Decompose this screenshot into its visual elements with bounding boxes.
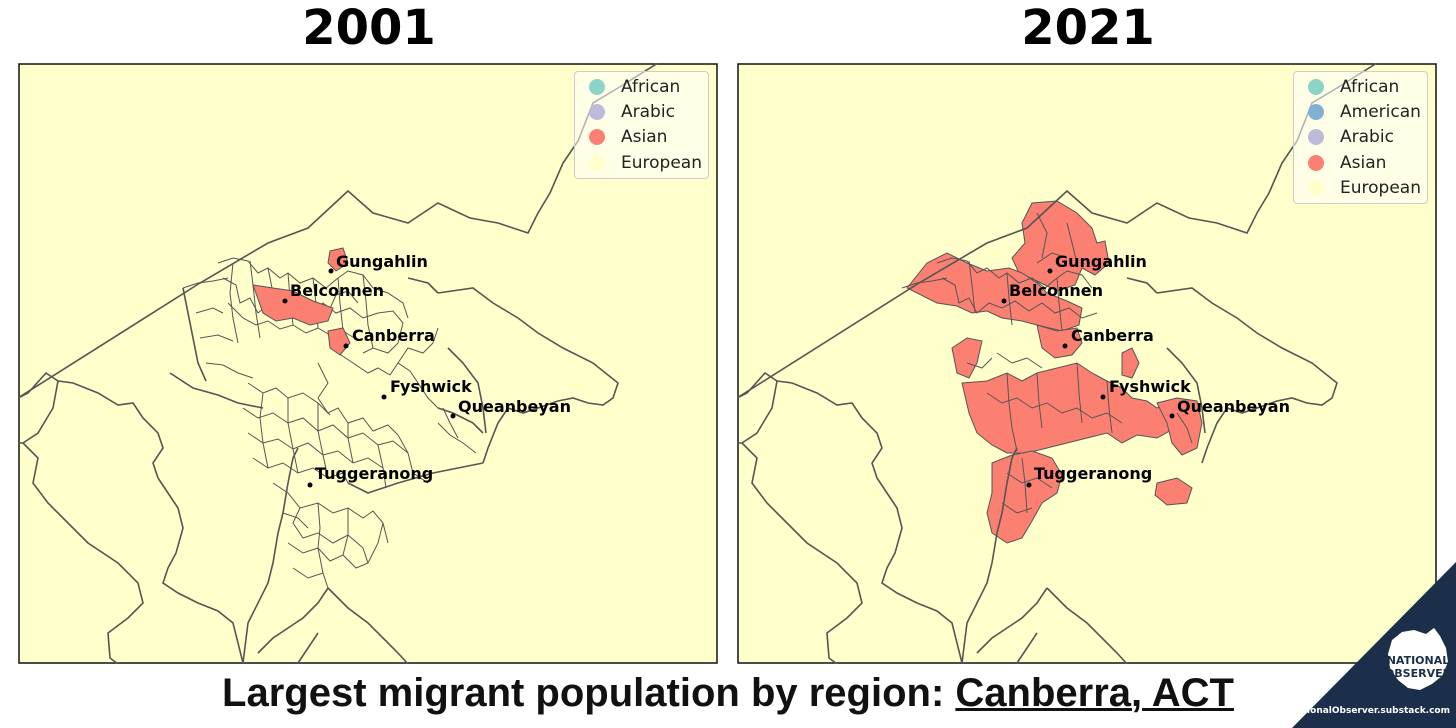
legend-swatch-arabic (589, 104, 606, 121)
asian-region-gungahlin (1011, 200, 1110, 292)
city-label-gungahlin: Gungahlin (336, 252, 428, 271)
legend-label: Asian (621, 127, 668, 148)
legend-item: Asian (581, 125, 702, 150)
city-label-queanbeyan: Queanbeyan (458, 397, 571, 416)
legend-label: Arabic (621, 102, 675, 123)
legend-label: Arabic (1340, 127, 1394, 148)
city-dot-queanbeyan (1169, 413, 1175, 419)
legend-item: European (1300, 176, 1421, 201)
city-label-gungahlin: Gungahlin (1055, 252, 1147, 271)
city-markers: Gungahlin Belconnen Canberra Fyshwick Qu… (1001, 252, 1290, 488)
city-markers: Gungahlin Belconnen Canberra Fyshwick Qu… (282, 252, 571, 488)
city-dot-fyshwick (381, 394, 387, 400)
legend-label: American (1340, 102, 1421, 123)
city-label-fyshwick: Fyshwick (390, 377, 472, 396)
suburb-boundaries (901, 212, 1193, 514)
map-panel-2001: Gungahlin Belconnen Canberra Fyshwick Qu… (18, 63, 718, 664)
asian-region-tuggeranong (986, 450, 1063, 544)
legend-swatch-arabic (1308, 129, 1325, 146)
legend-label: African (1340, 76, 1400, 97)
brand-url[interactable]: NationalObserver.substack.com (1289, 706, 1450, 716)
map-title-2001: 2001 (302, 0, 436, 56)
legend-swatch-african (589, 78, 606, 95)
legend-label: African (621, 76, 681, 97)
legend-item: Asian (1300, 150, 1421, 175)
city-label-tuggeranong: Tuggeranong (315, 464, 433, 483)
asian-region-gungahlin (327, 247, 349, 272)
city-dot-gungahlin (1047, 268, 1053, 274)
asian-region-canberra (1036, 324, 1083, 359)
city-dot-belconnen (282, 298, 288, 304)
asian-region-east (1121, 347, 1140, 379)
legend-label: Asian (1340, 152, 1387, 173)
legend-swatch-european (1308, 180, 1325, 197)
asian-region-jerrabomberra (1154, 477, 1193, 506)
city-label-queanbeyan: Queanbeyan (1177, 397, 1290, 416)
asian-regions-2021 (906, 200, 1203, 544)
city-label-belconnen: Belconnen (1009, 281, 1103, 300)
legend-swatch-european (589, 154, 606, 171)
city-label-fyshwick: Fyshwick (1109, 377, 1191, 396)
city-label-canberra: Canberra (352, 326, 435, 345)
map-legend-2001: African Arabic Asian European (574, 71, 709, 179)
map-legend-2021: African American Arabic Asian European (1293, 71, 1428, 204)
map-title-2021: 2021 (1021, 0, 1155, 56)
asian-regions-2001 (252, 247, 351, 356)
legend-item: Arabic (581, 99, 702, 124)
legend-label: European (621, 152, 702, 173)
city-dot-canberra (1062, 343, 1068, 349)
legend-item: African (1300, 74, 1421, 99)
asian-region-belconnen (252, 284, 334, 326)
legend-swatch-american (1308, 104, 1325, 121)
legend-item: African (581, 74, 702, 99)
city-dot-gungahlin (328, 268, 334, 274)
city-dot-belconnen (1001, 298, 1007, 304)
city-dot-canberra (343, 343, 349, 349)
footer-title-prefix: Largest migrant population by region: (222, 671, 956, 715)
city-dot-tuggeranong (1026, 482, 1032, 488)
legend-label: European (1340, 178, 1421, 199)
footer-title-place: Canberra, ACT (955, 671, 1234, 715)
city-dot-queanbeyan (450, 413, 456, 419)
legend-swatch-asian (1308, 154, 1325, 171)
footer-title: Largest migrant population by region: Ca… (0, 664, 1456, 722)
map-panel-2021: Gungahlin Belconnen Canberra Fyshwick Qu… (737, 63, 1437, 664)
legend-item: Arabic (1300, 125, 1421, 150)
city-dot-fyshwick (1100, 394, 1106, 400)
legend-swatch-african (1308, 78, 1325, 95)
city-label-belconnen: Belconnen (290, 281, 384, 300)
legend-swatch-asian (589, 129, 606, 146)
city-label-canberra: Canberra (1071, 326, 1154, 345)
legend-item: American (1300, 99, 1421, 124)
city-dot-tuggeranong (307, 482, 313, 488)
asian-region-west (951, 337, 983, 379)
legend-item: European (581, 150, 702, 175)
city-label-tuggeranong: Tuggeranong (1034, 464, 1152, 483)
asian-region-canberra (327, 327, 351, 356)
